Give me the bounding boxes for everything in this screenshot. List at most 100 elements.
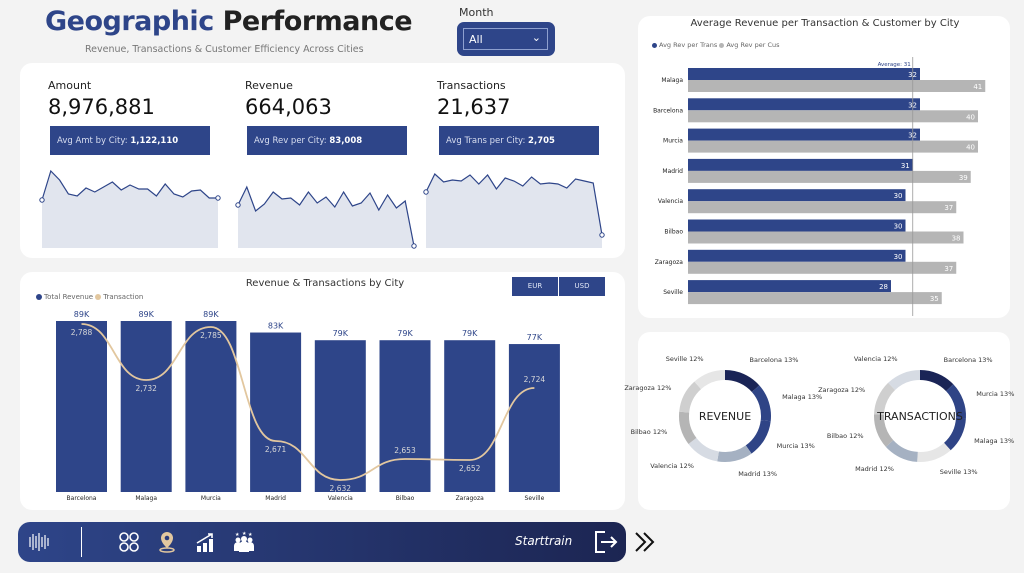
double-chevron-icon[interactable]	[633, 531, 657, 553]
donut-slice	[874, 414, 894, 447]
sparkline-start-point	[235, 202, 241, 208]
growth-chart-icon[interactable]	[194, 531, 218, 553]
donut-slice-label: Murcia 13%	[776, 441, 815, 450]
avg-rev-cus-bar	[688, 201, 957, 214]
x-tick-label: Malaga	[135, 495, 157, 502]
donut-slice-label: Barcelona 13%	[749, 356, 799, 365]
donut-slice	[943, 417, 966, 451]
avg-rev-cus-bar	[688, 231, 964, 244]
revenue-label: 79K	[462, 329, 478, 338]
revenue-bar	[508, 344, 560, 492]
donut-slice	[694, 370, 726, 390]
avg-rev-trans-bar	[688, 98, 920, 111]
transaction-label: 2,632	[330, 484, 352, 493]
transaction-label: 2,724	[524, 375, 546, 384]
avg-rev-cus-bar	[688, 261, 957, 274]
x-tick-label: Madrid	[265, 495, 286, 502]
donut-slice-label: Malaga 13%	[782, 392, 823, 401]
sparkline-start-point	[39, 197, 45, 203]
donut-slice-label: Bilbao 12%	[630, 427, 668, 436]
svg-text:★: ★	[235, 532, 240, 538]
customers-icon[interactable]: ★ ★ ★	[232, 531, 256, 553]
bar-label: 35	[930, 295, 939, 303]
legend-dot-transaction	[95, 293, 102, 300]
bar-label: 37	[944, 265, 953, 273]
exit-icon[interactable]	[592, 529, 620, 555]
brand-label: Starttrain	[515, 534, 573, 548]
avg-rev-cus-bar	[688, 140, 978, 153]
month-filter-label: Month	[459, 6, 494, 19]
avg-rev-trans-bar	[688, 189, 906, 202]
y-tick-label: Malaga	[661, 77, 683, 84]
bar-label: 38	[952, 235, 961, 243]
kpi-value: 8,976,881	[48, 95, 155, 119]
eur-button[interactable]: EUR	[512, 277, 558, 296]
avg-rev-cus-bar	[688, 80, 986, 92]
bar-label: 40	[966, 113, 975, 121]
x-tick-label: Seville	[525, 495, 545, 502]
sparkline-end-point	[411, 243, 417, 249]
avg-rev-trans-bar	[688, 158, 913, 171]
donut-slice-label: Valencia 12%	[650, 462, 694, 471]
hbar-legend: Avg Rev per Trans Avg Rev per Cus	[652, 41, 780, 49]
hbar-chart: Malaga3241Barcelona3240Murcia3240Madrid3…	[653, 57, 986, 316]
revenue-label: 79K	[397, 329, 413, 338]
revenue-label: 89K	[138, 310, 154, 319]
transaction-line	[81, 323, 535, 481]
donut-slice-label: Zaragoza 12%	[624, 383, 672, 392]
donut-slice-label: Barcelona 13%	[943, 355, 993, 364]
hbar-chart-title: Average Revenue per Transaction & Custom…	[690, 18, 960, 29]
y-tick-label: Madrid	[662, 168, 683, 175]
transaction-label: 2,652	[459, 464, 481, 473]
transaction-label: 2,671	[265, 445, 287, 454]
revenue-label: 83K	[268, 322, 284, 331]
month-dropdown[interactable]: All ⌄	[457, 22, 555, 56]
combo-chart-title: Revenue & Transactions by City	[245, 278, 405, 289]
avg-rev-cus-bar	[688, 292, 942, 305]
donut-slice-label: Bilbao 12%	[826, 431, 864, 440]
kpi-value: 21,637	[437, 95, 511, 119]
usd-button[interactable]: USD	[559, 277, 605, 296]
x-tick-label: Valencia	[328, 495, 353, 502]
sparkline-area	[426, 174, 602, 248]
revenue-label: 77K	[527, 333, 543, 342]
donut-slice	[888, 370, 921, 391]
donut-slice-label: Seville 13%	[939, 467, 978, 476]
nav-bar: ★ ★ ★ Starttrain	[18, 522, 626, 562]
y-tick-label: Bilbao	[664, 229, 683, 236]
nav-divider	[81, 527, 82, 557]
y-tick-label: Valencia	[658, 198, 683, 205]
kpi-label: Revenue	[245, 79, 293, 92]
month-value: All	[469, 33, 483, 46]
transaction-label: 2,653	[394, 446, 416, 455]
sparkline-area	[42, 171, 218, 248]
donut-slice-label: Madrid 13%	[738, 469, 778, 478]
overview-icon[interactable]	[117, 531, 141, 553]
revenue-bar	[56, 321, 107, 492]
donut-slice	[751, 385, 771, 422]
kpi-value: 664,063	[245, 95, 332, 119]
avg-rev-trans-bar	[688, 219, 906, 232]
combo-chart: 89K Barcelona 89K Malaga 89K Murcia 83K Madrid 7…	[56, 310, 560, 502]
transaction-label: 2,785	[200, 331, 222, 340]
avg-rev-trans-bar	[688, 128, 920, 141]
y-tick-label: Seville	[663, 289, 683, 296]
revenue-label: 89K	[74, 310, 90, 319]
avg-rev-trans-bar	[688, 280, 891, 293]
bar-label: 37	[944, 204, 953, 212]
sparkline-end-point	[215, 195, 221, 201]
bar-label: 30	[894, 223, 903, 231]
sparklines	[39, 169, 605, 249]
legend-dot-trans	[652, 42, 657, 48]
logo-icon[interactable]	[27, 531, 51, 553]
donut-slice	[745, 419, 771, 454]
avg-rev-cus-bar	[688, 110, 978, 123]
donut-slice	[874, 382, 896, 415]
avg-rev-cus-bar	[688, 170, 971, 183]
location-icon[interactable]	[155, 531, 179, 553]
donut-slice	[688, 437, 720, 462]
x-tick-label: Bilbao	[396, 495, 415, 502]
y-tick-label: Zaragoza	[655, 259, 684, 266]
donut-charts: REVENUE TRANSACTIONS	[679, 370, 966, 462]
y-tick-label: Murcia	[663, 138, 683, 145]
